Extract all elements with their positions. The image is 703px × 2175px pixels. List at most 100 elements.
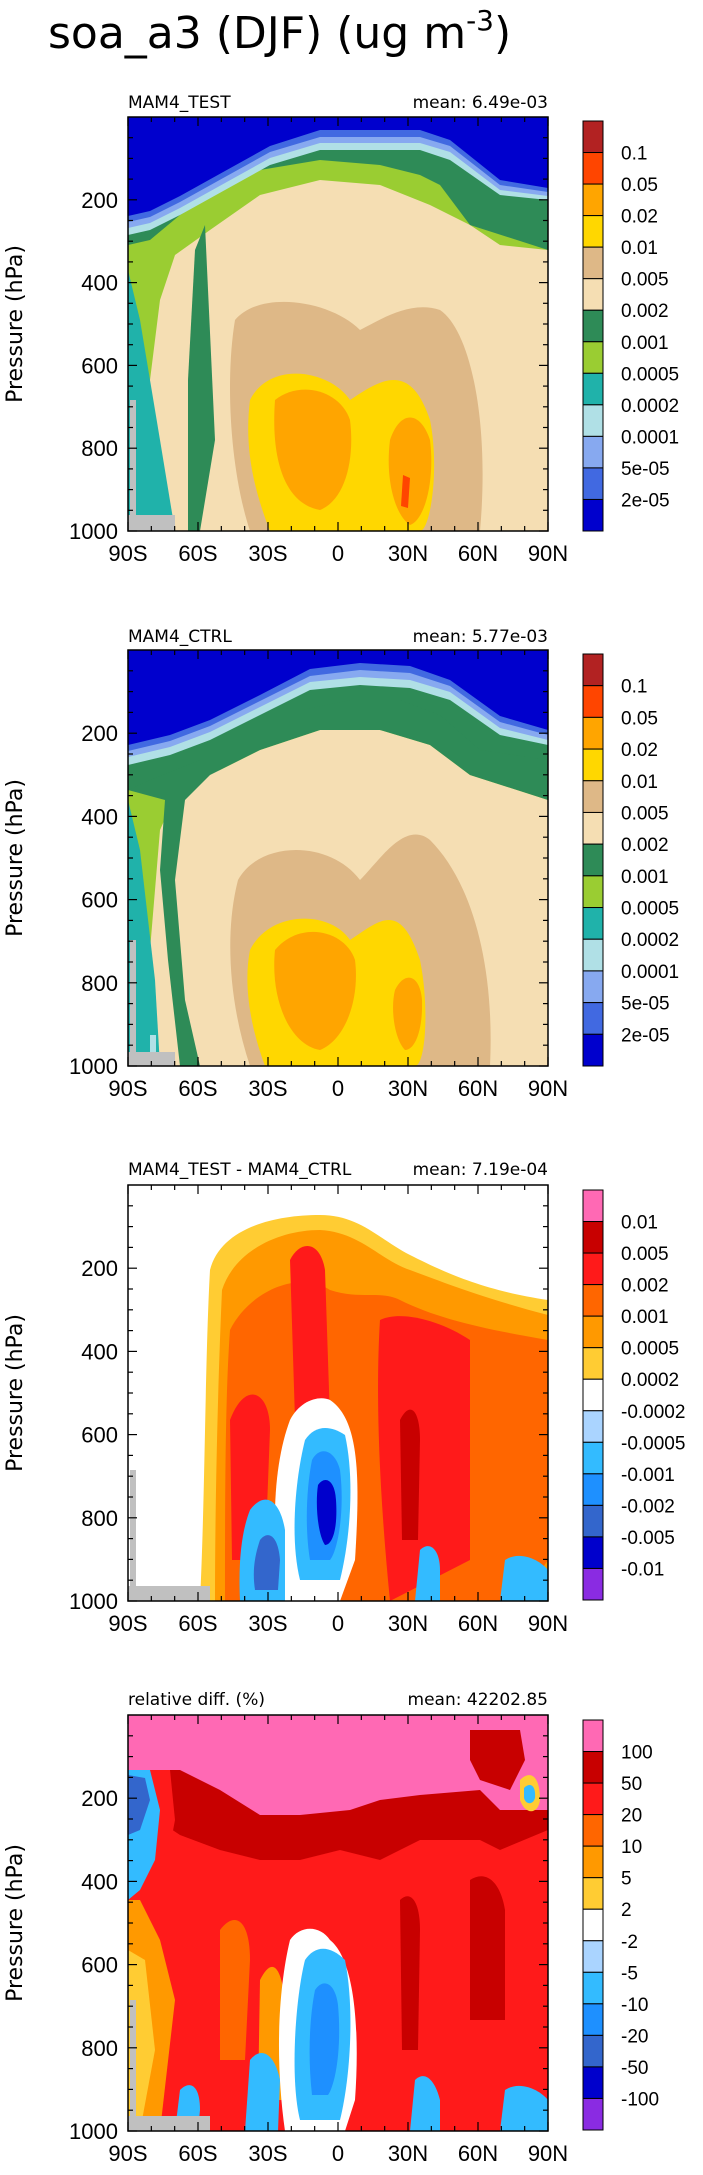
colorbar-swatch bbox=[582, 1845, 604, 1879]
colorbar-label: 0.001 bbox=[621, 1307, 669, 1328]
colorbar-label: 0.0005 bbox=[621, 899, 679, 920]
x-tick-label: 90S bbox=[108, 2141, 147, 2166]
x-tick-label: 90S bbox=[108, 541, 147, 566]
colorbar-label: 20 bbox=[621, 1806, 642, 1827]
colorbar-label: 0.05 bbox=[621, 175, 658, 196]
colorbar-label: 0.005 bbox=[621, 803, 669, 824]
x-tick-label: 60N bbox=[458, 2141, 498, 2166]
colorbar-label: 5e-05 bbox=[621, 994, 670, 1015]
colorbar-swatch bbox=[582, 748, 604, 782]
y-tick-label: 600 bbox=[81, 353, 118, 378]
colorbar-swatch bbox=[582, 120, 604, 154]
x-tick-label: 30N bbox=[388, 1611, 428, 1636]
x-tick-label: 60N bbox=[458, 1076, 498, 1101]
x-tick-label: 60S bbox=[178, 1611, 217, 1636]
colorbar-swatch bbox=[582, 1473, 604, 1506]
x-tick-label: 0 bbox=[332, 1611, 344, 1636]
x-tick-label: 90S bbox=[108, 1076, 147, 1101]
colorbar-swatch bbox=[582, 938, 604, 972]
panel-relative-diff: 90S 60S 30S 0 30N 60N 90N 200 400 600 800 1000 rel… bbox=[3, 1690, 659, 2166]
x-tick-label: 60N bbox=[458, 1611, 498, 1636]
x-tick-label: 90N bbox=[528, 1611, 568, 1636]
x-tick-label: 90N bbox=[528, 2141, 568, 2166]
colorbar-label: 2e-05 bbox=[621, 490, 670, 511]
panel-mean: mean: 6.49e-03 bbox=[413, 93, 548, 113]
colorbar-label: 5e-05 bbox=[621, 459, 670, 480]
panel-mean: mean: 5.77e-03 bbox=[413, 627, 548, 647]
colorbar-swatch bbox=[582, 970, 604, 1004]
panel-title: MAM4_TEST bbox=[128, 93, 231, 113]
colorbar-label: 5 bbox=[621, 1869, 632, 1890]
y-tick-label: 200 bbox=[81, 1786, 118, 1811]
y-axis-label: Pressure (hPa) bbox=[3, 1844, 28, 2002]
y-axis: 200 400 600 800 1000 bbox=[69, 1735, 548, 2144]
y-tick-label: 400 bbox=[81, 271, 118, 296]
colorbar-label: 2 bbox=[621, 1900, 632, 1921]
colorbar-swatch bbox=[582, 1189, 604, 1223]
colorbar-label: 0.02 bbox=[621, 207, 658, 228]
colorbar-swatch bbox=[582, 1441, 604, 1475]
colorbar-label: 0.0001 bbox=[621, 427, 679, 448]
colorbar-swatch bbox=[582, 653, 604, 687]
y-tick-label: 400 bbox=[81, 1339, 118, 1364]
colorbar-label: 0.1 bbox=[621, 144, 647, 165]
colorbar: 0.1 0.05 0.02 0.01 0.005 0.002 0.001 0.0005 0.00… bbox=[582, 120, 679, 532]
colorbar-swatch bbox=[582, 2034, 604, 2068]
x-tick-label: 60N bbox=[458, 541, 498, 566]
contour-field bbox=[128, 650, 548, 1066]
colorbar-swatch bbox=[582, 780, 604, 813]
colorbar-swatch bbox=[582, 1410, 604, 1443]
y-tick-label: 800 bbox=[81, 1506, 118, 1531]
x-tick-label: 90S bbox=[108, 1611, 147, 1636]
colorbar-label: 0.005 bbox=[621, 1244, 669, 1265]
y-tick-label: 1000 bbox=[69, 519, 118, 544]
colorbar-label: -0.01 bbox=[621, 1559, 664, 1580]
x-tick-label: 30S bbox=[248, 1076, 287, 1101]
colorbar-swatch bbox=[582, 1782, 604, 1816]
colorbar: 0.01 0.005 0.002 0.001 0.0005 0.0002 -0.0002 -0… bbox=[582, 1189, 685, 1601]
colorbar-swatch bbox=[582, 1347, 604, 1380]
x-tick-label: 90N bbox=[528, 541, 568, 566]
x-tick-label: 0 bbox=[332, 2141, 344, 2166]
colorbar-label: 0.001 bbox=[621, 867, 669, 888]
colorbar-label: 10 bbox=[621, 1837, 642, 1858]
colorbar-label: 0.001 bbox=[621, 333, 669, 354]
colorbar-swatch bbox=[582, 1908, 604, 1942]
colorbar-label: -10 bbox=[621, 1995, 648, 2016]
panel-mam4-test: 90S 60S 30S 0 30N 60N 90N 200 400 600 800 1000 MAM… bbox=[3, 93, 679, 566]
colorbar-label: -0.002 bbox=[621, 1496, 675, 1517]
figure-title: soa_a3 (DJF) (ug m-3) bbox=[48, 4, 511, 59]
colorbar-swatch bbox=[582, 1221, 604, 1254]
y-tick-label: 1000 bbox=[69, 1589, 118, 1614]
x-tick-label: 30S bbox=[248, 1611, 287, 1636]
colorbar-label: 0.02 bbox=[621, 740, 658, 761]
colorbar-swatch bbox=[582, 1971, 604, 2005]
colorbar-label: 0.0005 bbox=[621, 364, 679, 385]
colorbar-swatch bbox=[582, 1751, 604, 1784]
panel-mam4-ctrl: 90S 60S 30S 0 30N 60N 90N 200 400 600 800 1000 MAM… bbox=[3, 627, 679, 1101]
panel-title: MAM4_TEST - MAM4_CTRL bbox=[128, 1160, 352, 1180]
y-axis: 200 400 600 800 1000 bbox=[69, 1205, 548, 1614]
colorbar-label: 0.01 bbox=[621, 1213, 658, 1234]
colorbar-label: 0.05 bbox=[621, 708, 658, 729]
colorbar-swatch bbox=[582, 215, 604, 248]
colorbar-label: 0.002 bbox=[621, 1276, 669, 1297]
y-tick-label: 600 bbox=[81, 888, 118, 913]
colorbar-label: -0.005 bbox=[621, 1528, 675, 1549]
colorbar-swatch bbox=[582, 435, 604, 469]
x-tick-label: 30N bbox=[388, 1076, 428, 1101]
y-tick-label: 800 bbox=[81, 971, 118, 996]
colorbar-label: 0.0002 bbox=[621, 930, 679, 951]
y-axis-label: Pressure (hPa) bbox=[3, 245, 28, 403]
colorbar-swatch bbox=[582, 843, 604, 877]
y-tick-label: 1000 bbox=[69, 1054, 118, 1079]
colorbar-label: 0.0001 bbox=[621, 962, 679, 983]
colorbar-swatch bbox=[582, 1284, 604, 1317]
colorbar-swatch bbox=[582, 875, 604, 909]
colorbar-label: 0.0005 bbox=[621, 1339, 679, 1360]
y-axis: 200 400 600 800 1000 bbox=[69, 137, 548, 544]
x-axis: 90S 60S 30S 0 30N 60N 90N bbox=[108, 1185, 568, 1636]
contour-field bbox=[128, 117, 548, 531]
panel-title: MAM4_CTRL bbox=[128, 627, 232, 647]
